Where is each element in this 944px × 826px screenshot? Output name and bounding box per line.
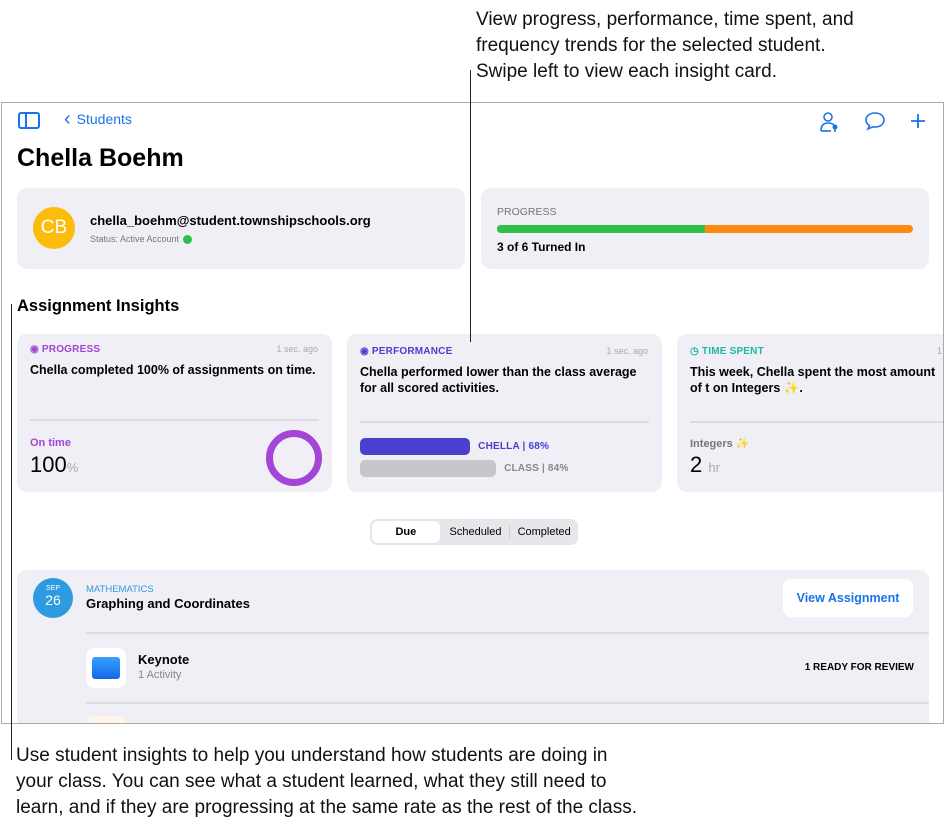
insight-card-performance[interactable]: ◉ PERFORMANCE 1 sec. ago Chella performe… — [347, 334, 662, 492]
chevron-left-icon: ‹ — [64, 108, 71, 130]
class-score-bar — [360, 460, 497, 477]
callout-line: frequency trends for the selected studen… — [476, 35, 826, 56]
callout-bottom: Use student insights to help you underst… — [16, 743, 637, 821]
timestamp: 1 sec. ago — [276, 344, 318, 354]
timestamp: 1 — [937, 346, 943, 356]
student-score-bar — [360, 438, 471, 455]
student-email: chella_boehm@student.townshipschools.org — [90, 213, 371, 228]
tab-due[interactable]: Due — [372, 521, 440, 543]
insight-label: ◉ PROGRESS — [30, 344, 101, 355]
insight-text: Chella performed lower than the class av… — [360, 365, 637, 395]
metric-label: On time — [30, 437, 71, 449]
metric-unit: % — [66, 460, 79, 475]
callout-line: Use student insights to help you underst… — [16, 745, 608, 766]
student-info-card: CB chella_boehm@student.townshipschools.… — [17, 188, 465, 269]
insight-label: ◉ PERFORMANCE — [360, 346, 453, 357]
insight-text: Chella completed 100% of assignments on … — [30, 363, 316, 377]
callout-line: learn, and if they are progressing at th… — [16, 797, 637, 818]
student-score-label: CHELLA | 68% — [478, 441, 550, 452]
sidebar-icon[interactable] — [18, 112, 40, 129]
insight-card-progress[interactable]: ◉ PROGRESS 1 sec. ago Chella completed 1… — [17, 334, 332, 492]
avatar: CB — [33, 207, 75, 249]
assignment-filter[interactable]: Due Scheduled Completed — [370, 519, 578, 545]
divider — [30, 419, 319, 421]
activity-name: Keynote — [138, 652, 190, 667]
section-title: Assignment Insights — [17, 297, 180, 315]
check-icon — [183, 234, 193, 244]
subject-label: MATHEMATICS — [86, 584, 154, 595]
assignment-card: SEP 26 MATHEMATICS Graphing and Coordinat… — [17, 570, 929, 723]
due-date-badge: SEP 26 — [33, 578, 73, 618]
timestamp: 1 sec. ago — [606, 346, 648, 356]
metric-label: Integers ✨ — [690, 438, 750, 450]
progress-card: PROGRESS 3 of 6 Turned In — [481, 188, 929, 269]
progress-bar-fill — [497, 225, 705, 233]
class-score-label: CLASS | 84% — [504, 463, 569, 474]
metric-value: 2 — [690, 452, 703, 477]
message-icon[interactable] — [864, 111, 886, 131]
insight-card-time-spent[interactable]: ◷ TIME SPENT 1 This week, Chella spent t… — [677, 334, 943, 492]
callout-top: View progress, performance, time spent, … — [476, 7, 854, 85]
plus-icon[interactable] — [910, 113, 926, 129]
activity-count: 1 Activity — [138, 669, 182, 681]
insight-text: This week, Chella spent the most amount … — [690, 365, 936, 395]
review-status: 1 READY FOR REVIEW — [804, 662, 914, 673]
callout-leader-line — [470, 70, 471, 342]
progress-label: PROGRESS — [497, 206, 557, 218]
progress-bar — [497, 225, 913, 233]
back-button[interactable]: ‹ Students — [64, 108, 132, 130]
tab-completed[interactable]: Completed — [509, 526, 578, 538]
metric-value: 100 — [30, 452, 67, 477]
tab-scheduled[interactable]: Scheduled — [449, 526, 502, 538]
app-window: ‹ Students Chella Boehm CB chella_boehm@s… — [1, 102, 944, 724]
callout-line: your class. You can see what a student l… — [16, 771, 607, 792]
divider — [360, 421, 649, 423]
page-title: Chella Boehm — [17, 144, 184, 172]
divider — [86, 702, 929, 704]
divider — [86, 632, 929, 634]
app-icon — [86, 716, 126, 723]
callout-leader-line — [11, 304, 12, 760]
assignment-title: Graphing and Coordinates — [86, 596, 250, 611]
keynote-icon — [86, 648, 126, 688]
account-status: Status: Active Account — [90, 234, 180, 244]
view-assignment-button[interactable]: View Assignment — [783, 579, 913, 617]
metric-unit: hr — [708, 460, 720, 475]
callout-line: Swipe left to view each insight card. — [476, 61, 777, 82]
divider — [690, 421, 943, 423]
callout-line: View progress, performance, time spent, … — [476, 9, 854, 30]
insight-label: ◷ TIME SPENT — [690, 346, 764, 357]
ring-chart — [266, 430, 322, 486]
back-label: Students — [76, 111, 132, 127]
person-pin-icon[interactable] — [820, 111, 840, 133]
progress-summary: 3 of 6 Turned In — [497, 240, 586, 254]
